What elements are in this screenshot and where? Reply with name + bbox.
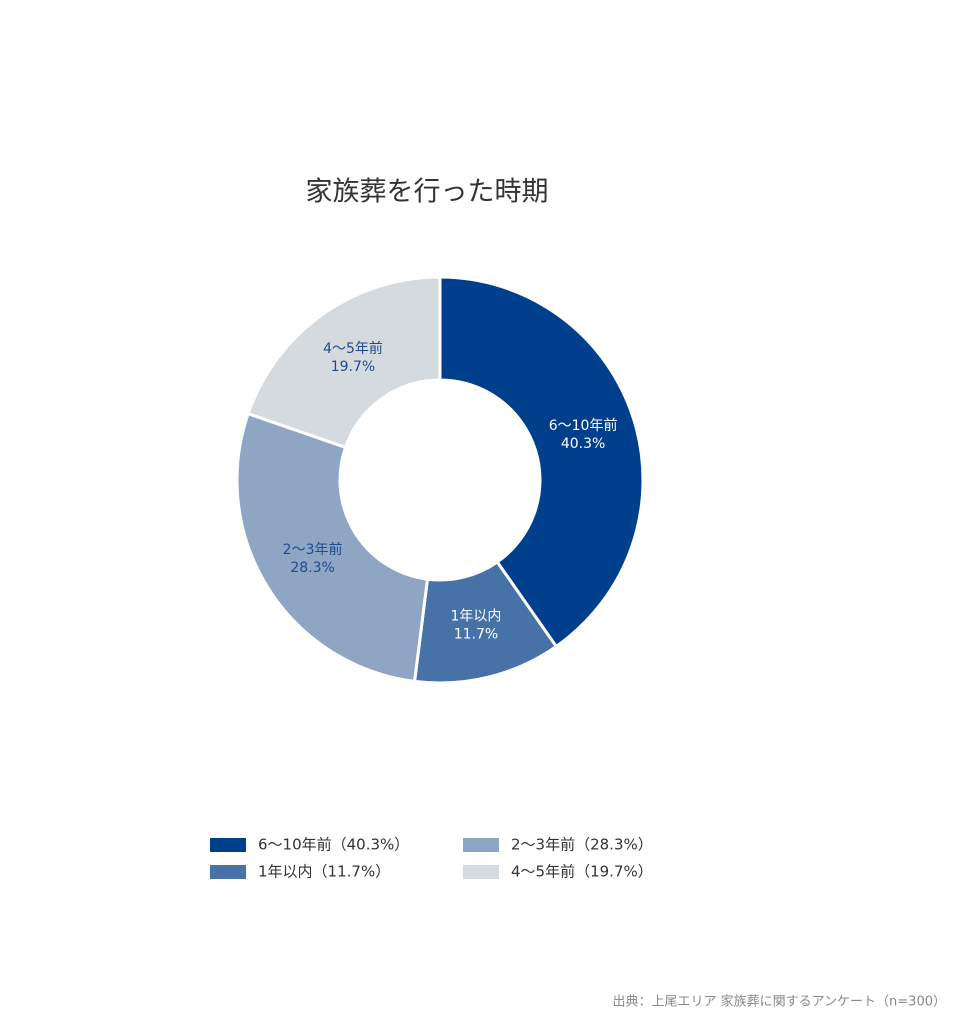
slice-category-label: 1年以内 [450,609,501,625]
legend-swatch [210,838,246,852]
slice-category-label: 2〜3年前 [283,541,343,558]
legend-label: 1年以内（11.7%） [258,863,390,881]
legend-swatch [463,865,499,879]
slice-value-label: 19.7% [331,359,375,375]
slice-value-label: 40.3% [561,436,605,452]
legend-swatch [210,865,246,879]
chart-title: 家族葬を行った時期 [306,177,549,208]
slice-category-label: 4〜5年前 [323,340,383,357]
slice-value-label: 11.7% [454,627,498,643]
source-note: 出典：上尾エリア 家族葬に関するアンケート（n=300） [612,994,946,1010]
legend-label: 6〜10年前（40.3%） [258,836,409,854]
legend-label: 4〜5年前（19.7%） [511,863,653,881]
donut-slice [235,411,430,684]
slice-category-label: 6〜10年前 [549,417,618,434]
donut-slice [438,275,645,649]
slice-value-label: 28.3% [290,560,334,576]
legend-label: 2〜3年前（28.3%） [511,836,653,854]
donut-slice [246,275,442,450]
legend-swatch [463,838,499,852]
